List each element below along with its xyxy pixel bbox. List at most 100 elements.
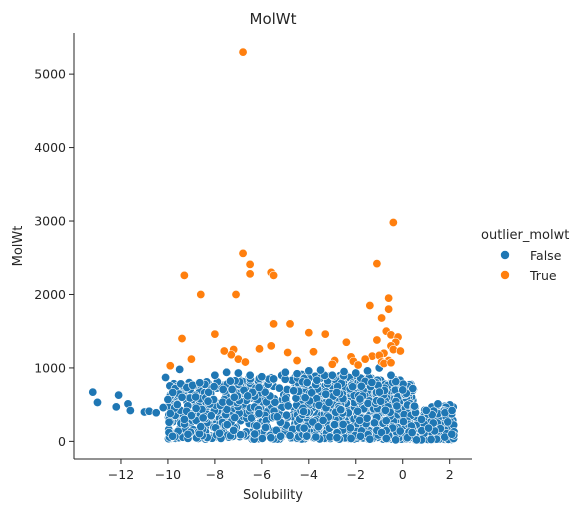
data-point-false [230, 413, 240, 423]
data-point-false [210, 370, 220, 380]
data-point-false [245, 370, 255, 380]
data-point-false [417, 414, 427, 424]
data-point-true [388, 217, 398, 227]
data-point-false [191, 403, 201, 413]
data-point-false [250, 429, 260, 439]
data-point-false [381, 433, 391, 443]
data-point-false [204, 387, 214, 397]
data-point-false [175, 364, 185, 374]
data-point-true [226, 350, 236, 360]
data-point-false [327, 370, 337, 380]
legend-marker-true [500, 270, 510, 280]
data-point-true [210, 329, 220, 339]
data-point-false [392, 401, 402, 411]
data-point-false [391, 377, 401, 387]
data-point-false [222, 420, 232, 430]
data-point-false [346, 433, 356, 443]
data-point-false [274, 383, 284, 393]
data-point-false [179, 414, 189, 424]
data-point-false [363, 366, 373, 376]
data-point-false [381, 416, 391, 426]
data-point-false [355, 431, 365, 441]
data-point-true [177, 334, 187, 344]
data-point-false [233, 368, 243, 378]
data-point-false [391, 435, 401, 445]
data-point-false [374, 387, 384, 397]
data-point-false [433, 399, 443, 409]
data-point-false [186, 411, 196, 421]
x-tick-label: 0 [399, 467, 407, 482]
data-point-true [238, 248, 248, 258]
data-point-true [238, 47, 248, 57]
data-point-true [292, 356, 302, 366]
data-point-false [421, 406, 431, 416]
data-point-true [395, 346, 405, 356]
data-point-true [245, 269, 255, 279]
y-axis-label: MolWt [11, 226, 26, 267]
data-point-false [395, 426, 405, 436]
data-point-false [165, 408, 175, 418]
data-point-false [369, 418, 379, 428]
data-point-false [151, 408, 161, 418]
data-point-false [114, 390, 124, 400]
data-point-false [362, 413, 372, 423]
data-point-false [299, 423, 309, 433]
x-axis-label: Solubility [243, 488, 303, 503]
data-point-false [412, 435, 422, 445]
data-point-false [196, 422, 206, 432]
data-point-false [225, 376, 235, 386]
y-ticks: 0 1000 2000 3000 4000 5000 [34, 67, 74, 449]
data-point-false [92, 397, 102, 407]
data-point-false [363, 398, 373, 408]
y-tick-label: 0 [58, 434, 66, 449]
data-point-false [285, 430, 295, 440]
data-point-false [163, 395, 173, 405]
data-point-false [292, 369, 302, 379]
data-point-false [254, 408, 264, 418]
legend-label-true: True [529, 268, 557, 283]
data-point-true [283, 347, 293, 357]
data-point-false [304, 366, 314, 376]
data-point-false [276, 431, 286, 441]
data-point-true [266, 341, 276, 351]
data-point-false [177, 392, 187, 402]
data-point-false [229, 425, 239, 435]
data-point-true [384, 304, 394, 314]
legend-title: outlier_molwt [481, 228, 569, 243]
data-point-false [311, 432, 321, 442]
x-tick-label: −6 [253, 467, 271, 482]
data-point-false [365, 434, 375, 444]
data-point-false [339, 367, 349, 377]
data-point-false [125, 406, 135, 416]
data-point-false [313, 422, 323, 432]
data-point-true [269, 319, 279, 329]
data-point-true [231, 289, 241, 299]
data-point-false [408, 384, 418, 394]
data-point-false [272, 412, 282, 422]
x-tick-label: 2 [446, 467, 454, 482]
y-tick-label: 2000 [34, 287, 66, 302]
data-point-false [351, 368, 361, 378]
data-point-false [282, 410, 292, 420]
data-point-false [215, 428, 225, 438]
data-point-false [426, 434, 436, 444]
data-point-false [111, 402, 121, 412]
data-point-false [321, 389, 331, 399]
data-point-false [261, 422, 271, 432]
plot-area [88, 47, 459, 445]
data-point-false [280, 367, 290, 377]
data-point-false [254, 383, 264, 393]
data-point-false [289, 386, 299, 396]
data-point-true [254, 344, 264, 354]
data-point-false [316, 365, 326, 375]
data-point-false [447, 406, 457, 416]
data-point-false [183, 429, 193, 439]
data-point-false [324, 397, 334, 407]
data-point-true [304, 328, 314, 338]
data-point-false [353, 406, 363, 416]
data-point-false [348, 382, 358, 392]
data-point-false [191, 392, 201, 402]
data-point-false [336, 405, 346, 415]
y-tick-label: 5000 [34, 67, 66, 82]
